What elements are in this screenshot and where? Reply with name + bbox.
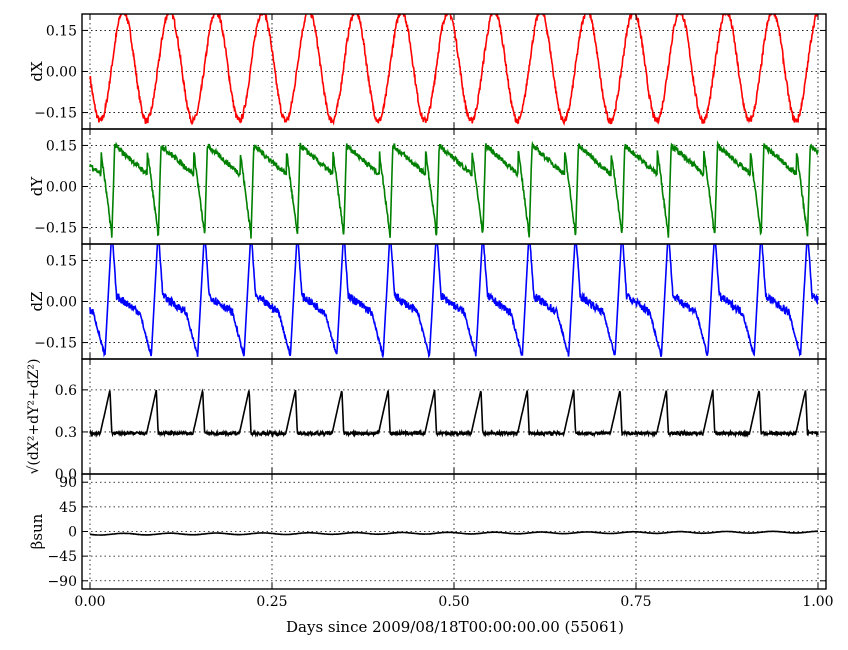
y-axis-label: dZ: [28, 291, 46, 311]
y-tick-label: 90: [59, 475, 77, 491]
y-tick-label: 45: [59, 500, 77, 516]
y-axis-label: βsun: [28, 513, 46, 549]
panel-2: 0.15 0.00 −0.15 dY: [28, 128, 827, 245]
plot-frame: [81, 473, 827, 590]
y-tick-label: 0.00: [46, 65, 77, 81]
series-line: [89, 388, 819, 439]
panel-1: 0.15 0.00 −0.15 dX: [28, 13, 827, 130]
panel-3: 0.15 0.00 −0.15 dZ: [28, 243, 827, 360]
y-axis-label: dY: [28, 176, 46, 197]
y-tick-label: 0.15: [46, 23, 77, 39]
y-axis-label: √(dX²+dY²+dZ²): [26, 359, 42, 475]
panel-4: 0.6 0.3 0.0 √(dX²+dY²+dZ²): [26, 358, 827, 483]
y-tick-label: −0.15: [34, 106, 77, 122]
series-line: [89, 530, 818, 536]
x-tick-label: 0.00: [74, 594, 105, 610]
y-tick-label: 0.00: [46, 180, 77, 196]
y-tick-label: −45: [47, 549, 77, 565]
y-tick-label: 0.00: [46, 295, 77, 311]
y-tick-label: 0.15: [46, 138, 77, 154]
x-tick-label: 0.50: [438, 594, 469, 610]
y-tick-label: 0.6: [55, 383, 77, 399]
y-tick-label: 0: [68, 525, 77, 541]
y-tick-label: −0.15: [34, 336, 77, 352]
series-line: [89, 244, 819, 359]
y-tick-label: 0.15: [46, 253, 77, 269]
y-tick-label: −90: [47, 574, 77, 590]
y-tick-label: 0.3: [55, 425, 77, 441]
x-tick-label: 0.75: [620, 594, 651, 610]
x-axis-label: Days since 2009/08/18T00:00:00.00 (55061…: [286, 618, 624, 636]
panel-5: 90 45 0 −45 −90 βsun: [28, 473, 827, 590]
x-axis: 0.00 0.25 0.50 0.75 1.00: [74, 594, 833, 610]
y-tick-label: −0.15: [34, 221, 77, 237]
y-tick-label: 0.0: [55, 467, 77, 483]
panels: 0.150.00−0.15dX0.150.00−0.15dY0.150.00−0…: [26, 13, 827, 590]
x-tick-label: 0.25: [256, 594, 287, 610]
x-tick-label: 1.00: [802, 594, 833, 610]
series-line: [89, 140, 819, 239]
y-axis-label: dX: [28, 61, 46, 82]
series-line: [89, 14, 818, 126]
